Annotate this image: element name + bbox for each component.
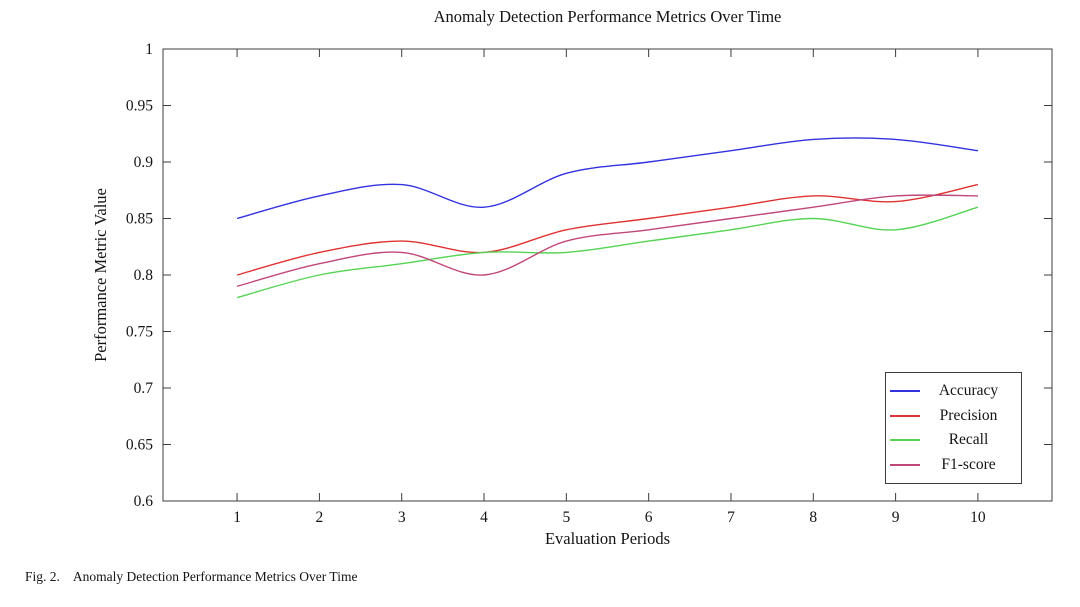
legend-label: F1-score <box>941 456 996 474</box>
x-tick-label: 9 <box>892 509 900 526</box>
x-tick-label: 10 <box>970 509 986 526</box>
x-tick-label: 4 <box>480 509 488 526</box>
y-tick-label: 0.6 <box>134 493 154 510</box>
y-tick-label: 0.95 <box>126 98 153 115</box>
legend-item-f1-score: F1-score <box>890 456 1017 474</box>
legend-label: Precision <box>939 406 998 424</box>
y-tick-label: 0.65 <box>126 437 153 454</box>
y-tick-label: 0.8 <box>134 267 154 284</box>
x-tick-label: 8 <box>809 509 817 526</box>
x-tick-label: 7 <box>727 509 735 526</box>
x-tick-label: 5 <box>562 509 570 526</box>
f1-score-line <box>236 194 978 287</box>
x-axis-label: Evaluation Periods <box>544 529 671 548</box>
x-tick-label: 6 <box>645 509 653 526</box>
legend-label: Accuracy <box>938 381 999 399</box>
recall-line-swatch <box>890 439 920 442</box>
precision-line <box>236 183 979 276</box>
y-tick-label: 1 <box>145 41 153 58</box>
y-axis-label: Performance Metric Value <box>91 188 110 362</box>
legend-label: Recall <box>948 431 989 449</box>
caption-label: Fig. 2. <box>25 569 60 584</box>
recall-line <box>236 206 979 299</box>
x-tick-label: 3 <box>398 509 406 526</box>
f1-score-line-swatch <box>890 464 920 467</box>
figure-caption: Fig. 2. Anomaly Detection Performance Met… <box>25 569 357 585</box>
accuracy-line <box>236 137 978 220</box>
y-tick-label: 0.7 <box>134 380 154 397</box>
chart-title: Anomaly Detection Performance Metrics Ov… <box>433 7 782 26</box>
legend-item-precision: Precision <box>890 407 1017 425</box>
y-tick-label: 0.9 <box>134 154 154 171</box>
caption-text: Anomaly Detection Performance Metrics Ov… <box>72 569 358 584</box>
x-tick-label: 1 <box>233 509 241 526</box>
y-tick-label: 0.85 <box>126 211 153 228</box>
legend-item-accuracy: Accuracy <box>890 382 1017 400</box>
legend: Accuracy Precision Recall F1-score <box>885 372 1022 484</box>
legend-item-recall: Recall <box>890 431 1017 449</box>
precision-line-swatch <box>890 414 920 417</box>
accuracy-line-swatch <box>890 389 920 392</box>
x-tick-label: 2 <box>316 509 324 526</box>
y-tick-label: 0.75 <box>126 324 153 341</box>
